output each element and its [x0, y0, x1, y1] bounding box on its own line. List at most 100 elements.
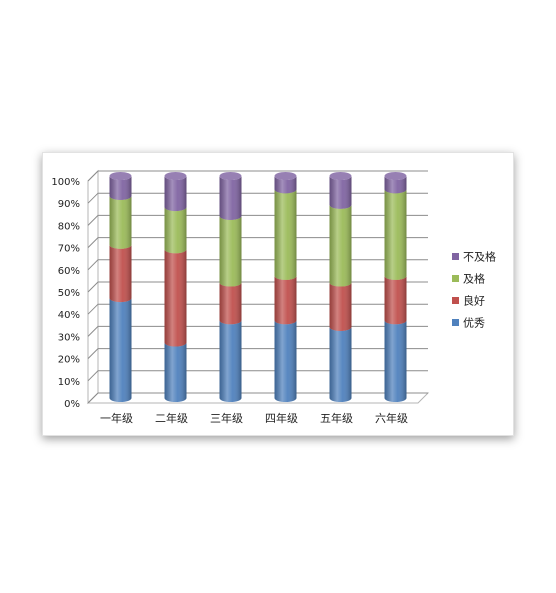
- bar-segment: [110, 192, 132, 249]
- bar-segment: [165, 172, 187, 211]
- x-category-label: 四年级: [265, 411, 298, 425]
- x-category-label: 三年级: [210, 411, 243, 425]
- bar-segment-shade: [110, 196, 132, 249]
- gridline: [88, 260, 428, 270]
- y-tick-label: 20%: [58, 355, 80, 366]
- legend-item: 优秀: [452, 317, 485, 330]
- legend-label: 及格: [463, 272, 485, 286]
- bar-segment-shade: [385, 189, 407, 280]
- bar-segment: [330, 323, 352, 402]
- bar-segment-shade: [275, 189, 297, 280]
- bar-segment-shade: [275, 276, 297, 324]
- bar-segment-shade: [165, 207, 187, 253]
- bar-segment: [275, 185, 297, 280]
- gridline: [88, 215, 428, 225]
- y-tick-label: 90%: [58, 199, 80, 210]
- bar-stack: [165, 172, 187, 402]
- x-axis-categories: 一年级 二年级 三年级 四年级 五年级 六年级: [100, 411, 408, 425]
- y-tick-label: 60%: [58, 266, 80, 277]
- bar-segment-shade: [330, 327, 352, 402]
- x-category-label: 二年级: [155, 411, 188, 425]
- legend-swatch: [452, 253, 459, 260]
- bar-segment-cap: [275, 172, 297, 180]
- bar-segment: [110, 172, 132, 200]
- bar-segment-shade: [110, 298, 132, 402]
- bar-segment: [220, 316, 242, 402]
- bar-segment-shade: [275, 320, 297, 402]
- bars: [110, 172, 407, 402]
- legend-item: 不及格: [452, 250, 496, 264]
- gridline: [88, 171, 428, 181]
- legend-swatch: [452, 297, 459, 304]
- bar-segment-cap: [220, 172, 242, 180]
- bar-segment-cap: [385, 172, 407, 180]
- legend-label: 优秀: [463, 317, 485, 330]
- bar-segment: [165, 245, 187, 346]
- bar-segment-shade: [385, 276, 407, 324]
- y-tick-label: 70%: [58, 244, 80, 255]
- y-tick-label: 0%: [64, 399, 80, 410]
- x-category-label: 六年级: [375, 411, 408, 425]
- bar-segment-shade: [220, 283, 242, 325]
- bar-stack: [110, 172, 132, 402]
- bar-segment-shade: [165, 249, 187, 346]
- chart-walls: [88, 171, 428, 403]
- bar-segment-shade: [330, 283, 352, 331]
- y-tick-label: 30%: [58, 332, 80, 343]
- bar-stack: [275, 172, 297, 402]
- legend-label: 良好: [463, 294, 485, 308]
- bar-segment: [220, 172, 242, 220]
- legend-label: 不及格: [463, 250, 496, 264]
- bar-stack: [220, 172, 242, 402]
- bar-stack: [330, 172, 352, 402]
- legend-item: 及格: [452, 272, 485, 286]
- bar-segment-shade: [165, 176, 187, 211]
- bar-segment-shade: [220, 176, 242, 220]
- gridlines: [88, 171, 428, 403]
- bar-segment-shade: [220, 320, 242, 402]
- bar-segment: [385, 316, 407, 402]
- floor: [88, 393, 428, 403]
- bar-segment-cap: [165, 172, 187, 180]
- gridline: [88, 282, 428, 292]
- bar-segment-shade: [110, 245, 132, 302]
- bar-segment-cap: [330, 172, 352, 180]
- legend-swatch: [452, 319, 459, 326]
- bar-segment-shade: [220, 216, 242, 287]
- bar-segment: [220, 212, 242, 287]
- bar-segment-shade: [330, 176, 352, 209]
- bar-segment-shade: [330, 205, 352, 287]
- legend-swatch: [452, 275, 459, 282]
- bar-segment: [165, 339, 187, 403]
- bar-segment-shade: [385, 320, 407, 402]
- gridline: [88, 371, 428, 381]
- bar-stack: [385, 172, 407, 402]
- gridline: [88, 304, 428, 314]
- bar-segment: [385, 172, 407, 193]
- y-tick-label: 100%: [51, 177, 80, 188]
- bar-segment: [275, 316, 297, 402]
- x-category-label: 五年级: [320, 411, 353, 425]
- bar-segment-shade: [165, 343, 187, 403]
- bar-segment: [385, 185, 407, 280]
- y-tick-label: 80%: [58, 221, 80, 232]
- bar-segment-cap: [110, 172, 132, 180]
- x-category-label: 一年级: [100, 411, 133, 425]
- legend-item: 良好: [452, 294, 485, 308]
- bar-segment: [330, 172, 352, 209]
- bar-segment: [275, 172, 297, 193]
- y-tick-label: 10%: [58, 377, 80, 388]
- bar-segment: [110, 241, 132, 302]
- gridline: [88, 326, 428, 336]
- y-axis-ticks: 0% 10% 20% 30% 40% 50% 60% 70% 80% 90% 100%: [51, 177, 80, 410]
- gridline: [88, 238, 428, 248]
- y-tick-label: 50%: [58, 288, 80, 299]
- bar-segment: [330, 201, 352, 287]
- gridline: [88, 349, 428, 359]
- y-tick-label: 40%: [58, 310, 80, 321]
- gridline: [88, 193, 428, 203]
- stacked-cylinder-chart: 0% 10% 20% 30% 40% 50% 60% 70% 80% 90% 100% 一年级 二年级…: [43, 153, 513, 435]
- chart-card: 0% 10% 20% 30% 40% 50% 60% 70% 80% 90% 100% 一年级 二年级…: [42, 152, 514, 436]
- bar-segment: [110, 294, 132, 402]
